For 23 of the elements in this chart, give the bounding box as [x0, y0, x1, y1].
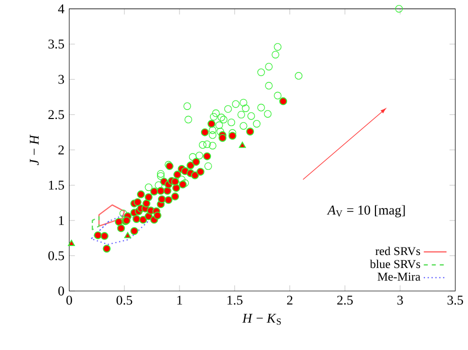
y-tick-label: 2.5 [48, 110, 64, 120]
y-tick-label: 4 [58, 4, 64, 14]
x-tick-label: 1 [177, 296, 182, 305]
y-tick-label: 1 [59, 216, 64, 226]
legend-label: Me-Mira [378, 272, 420, 281]
y-tick-label: 0.5 [48, 251, 64, 260]
x-axis-title: H − K$_{S}$ [242, 314, 281, 325]
x-tick-label: 2.5 [337, 296, 353, 305]
x-tick-label: 3.5 [448, 296, 464, 305]
y-tick-label: 3.5 [48, 40, 64, 49]
y-axis-title: J − H [30, 134, 39, 166]
y-tick-label: 2 [58, 146, 64, 155]
annotation: A$_{V}$ = 10 [mag] [326, 205, 405, 218]
legend-label: blue SRVs [370, 260, 420, 268]
x-tick-label: 0.5 [116, 296, 132, 305]
x-tick-label: 2 [287, 296, 292, 305]
y-tick-label: 3 [58, 75, 64, 84]
y-tick-label: 1.5 [49, 180, 64, 190]
x-tick-label: 1.5 [228, 296, 242, 305]
x-tick-label: 0 [66, 296, 72, 305]
x-tick-label: 3 [397, 296, 403, 305]
y-tick-label: 0 [58, 286, 64, 296]
legend-label: red SRVs [375, 246, 420, 256]
